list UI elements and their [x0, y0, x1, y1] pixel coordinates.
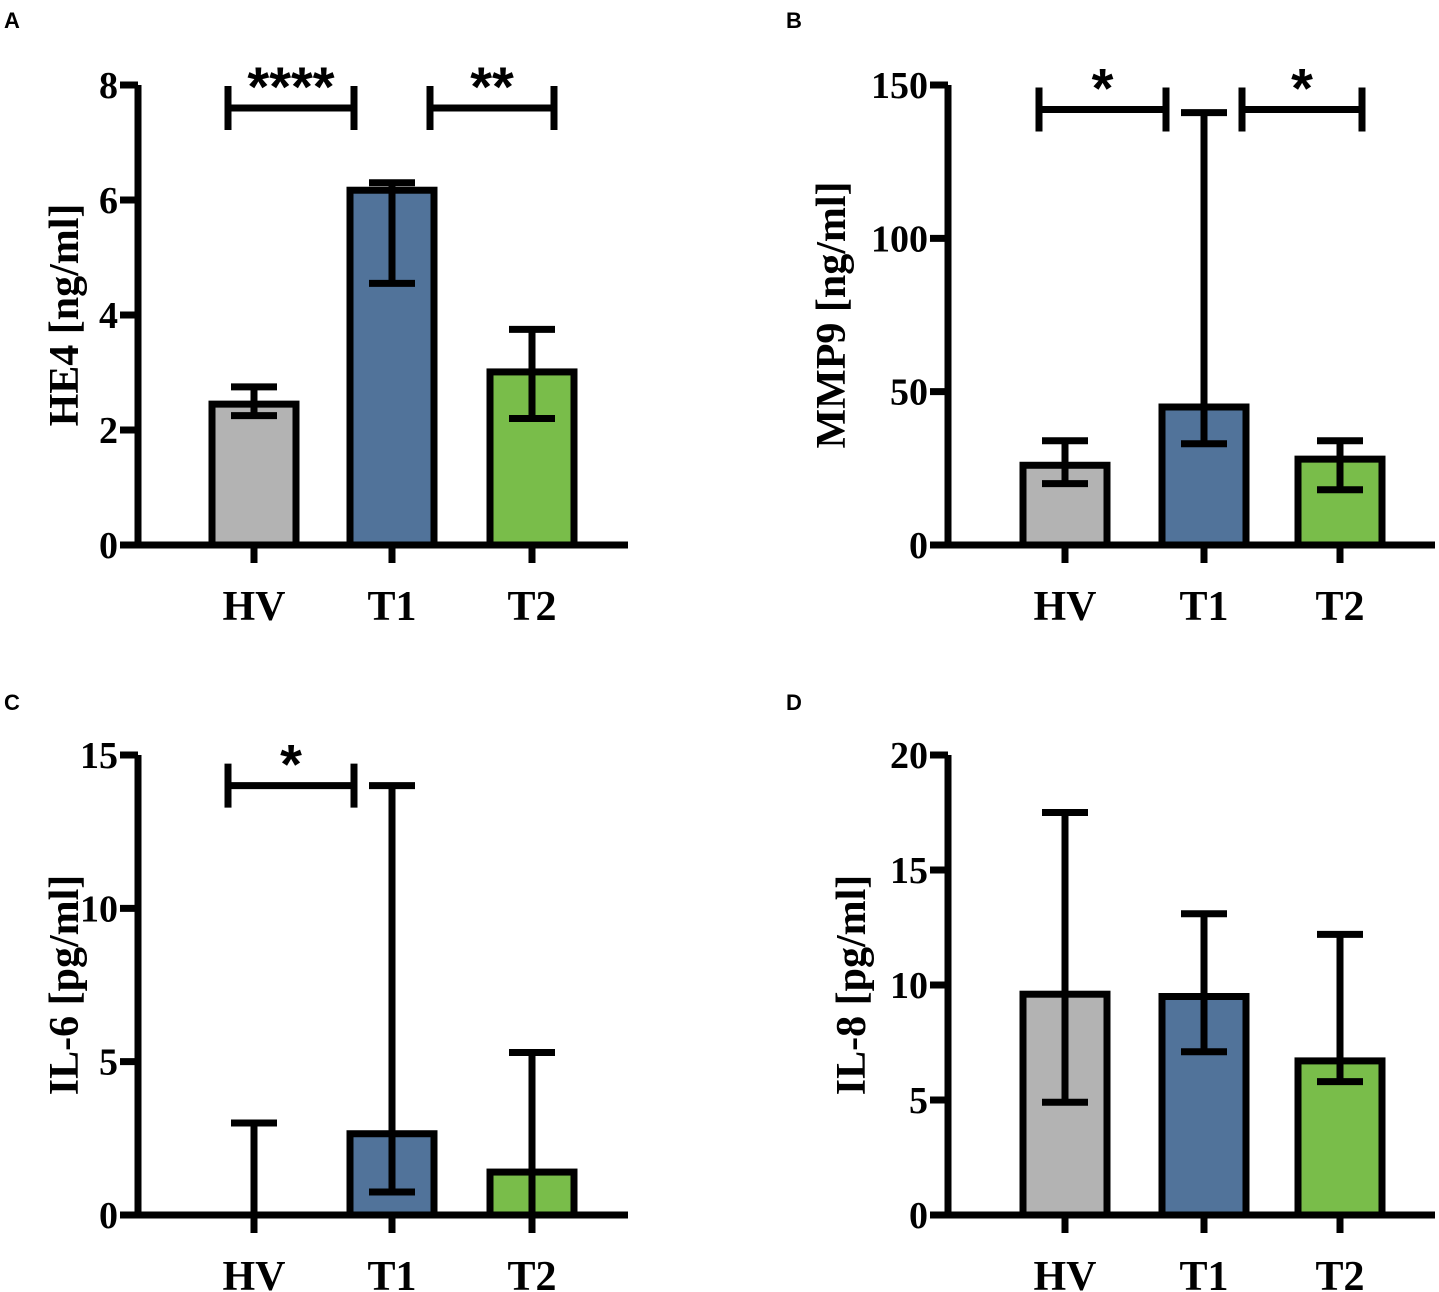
y-axis-title: IL-8 [pg/ml]: [829, 875, 875, 1096]
x-tick-label: T2: [507, 584, 556, 630]
y-tick-label: 10: [890, 965, 928, 1007]
significance-bracket: [224, 763, 358, 808]
significance-label: *: [1092, 57, 1114, 120]
error-bar-t1: [369, 782, 415, 1196]
error-bar-hv: [231, 383, 277, 420]
y-tick-label: 6: [99, 180, 118, 222]
significance-bracket: [426, 86, 558, 130]
x-tick-label: T1: [1179, 1254, 1228, 1292]
error-bar-t1: [369, 179, 415, 287]
y-tick-label: 4: [99, 295, 118, 337]
panel-letter: B: [786, 8, 802, 33]
error-bar-t2: [1317, 930, 1363, 1086]
error-bar-hv: [231, 1119, 277, 1219]
y-tick-label: 5: [99, 1042, 118, 1084]
y-tick-label: 15: [80, 735, 118, 777]
panel-b: B MMP9 [ng/ml] 0 50 100 150 HV T1 T2 * *: [786, 8, 1435, 630]
y-tick-label: 100: [871, 218, 928, 260]
significance-label: *: [280, 733, 302, 796]
y-tick-label: 150: [871, 65, 928, 107]
x-tick-label: HV: [1034, 1254, 1097, 1292]
x-tick-label: T1: [367, 584, 416, 630]
y-axis-title: MMP9 [ng/ml]: [809, 181, 855, 448]
error-bar-t2: [1317, 437, 1363, 494]
significance-bracket: [1035, 87, 1170, 132]
panel-c: C IL-6 [pg/ml] 0 5 10 15 HV T1 T2 *: [4, 690, 628, 1292]
y-tick-label: 5: [909, 1080, 928, 1122]
panel-letter: D: [786, 690, 802, 715]
error-bar-t1: [1181, 109, 1227, 448]
x-tick-label: T1: [367, 1254, 416, 1292]
x-tick-label: T1: [1179, 584, 1228, 630]
x-tick-label: T2: [1315, 584, 1364, 630]
y-tick-label: 10: [80, 888, 118, 930]
y-tick-label: 15: [890, 850, 928, 892]
y-tick-label: 0: [99, 1195, 118, 1237]
y-tick-label: 2: [99, 410, 118, 452]
x-tick-label: T2: [1315, 1254, 1364, 1292]
x-tick-label: T2: [507, 1254, 556, 1292]
panel-d: D IL-8 [pg/ml] 0 5 10 15 20 HV T1 T2: [786, 690, 1435, 1292]
significance-label: *: [1291, 57, 1313, 120]
significance-bracket: [1238, 87, 1366, 132]
error-bar-t2: [509, 325, 555, 422]
error-bar-hv: [1042, 809, 1088, 1106]
y-tick-label: 20: [890, 735, 928, 777]
x-tick-label: HV: [223, 1254, 286, 1292]
y-tick-label: 0: [909, 1195, 928, 1237]
bar-hv: [208, 400, 300, 549]
panel-letter: A: [4, 8, 20, 33]
y-tick-label: 0: [909, 525, 928, 567]
panel-letter: C: [4, 690, 20, 715]
y-axis-title: HE4 [ng/ml]: [42, 204, 88, 427]
significance-bracket: [224, 86, 358, 130]
x-tick-label: HV: [223, 584, 286, 630]
y-tick-label: 8: [99, 65, 118, 107]
error-bar-t1: [1181, 910, 1227, 1056]
y-tick-label: 0: [99, 525, 118, 567]
significance-label: ****: [247, 55, 334, 118]
significance-label: **: [470, 55, 514, 118]
y-tick-label: 50: [890, 372, 928, 414]
y-axis-title: IL-6 [pg/ml]: [42, 875, 88, 1096]
error-bar-hv: [1042, 437, 1088, 488]
x-tick-label: HV: [1034, 584, 1097, 630]
